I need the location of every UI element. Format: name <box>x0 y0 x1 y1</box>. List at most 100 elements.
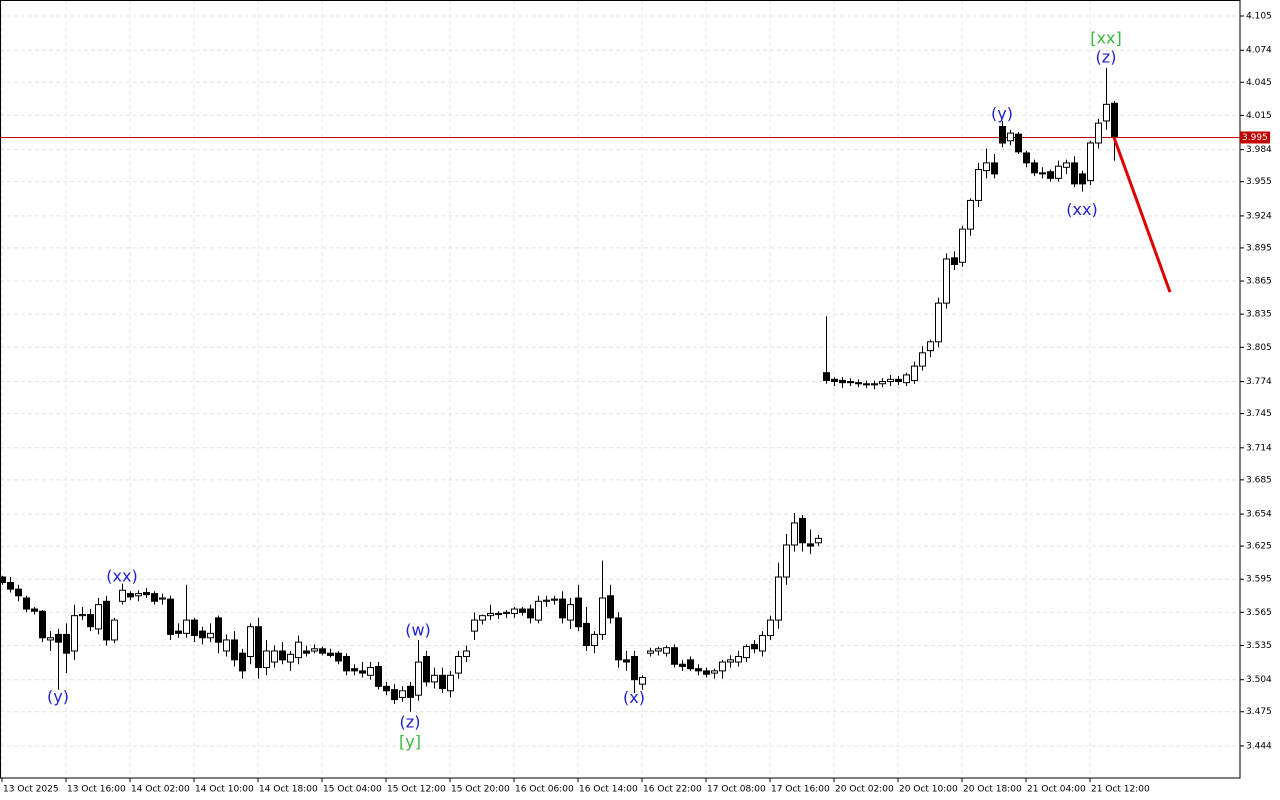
candle-body <box>527 608 534 619</box>
wave-label: (z) <box>400 712 421 731</box>
candle-body <box>767 619 774 637</box>
candle-body <box>79 614 86 617</box>
candle-body <box>1039 172 1046 175</box>
candle-body <box>847 381 854 384</box>
candle-body <box>215 617 222 643</box>
candle-body <box>975 169 982 201</box>
candle-body <box>543 599 550 602</box>
candle-body <box>1103 103 1110 122</box>
y-tick-label: 3.625 <box>1246 542 1272 552</box>
candle-body <box>1071 162 1078 185</box>
candle-body <box>623 659 630 663</box>
candle-body <box>583 622 590 646</box>
candle-body <box>959 228 966 263</box>
candle-body <box>991 162 998 175</box>
x-tick-label: 13 Oct 2025 <box>3 785 59 795</box>
wave-label: [y] <box>399 732 421 751</box>
candle-body <box>615 617 622 661</box>
candle-body <box>807 543 814 547</box>
wave-label: (z) <box>1096 47 1117 66</box>
candle-body <box>431 674 438 683</box>
candle-body <box>967 199 974 230</box>
candle-body <box>671 647 678 665</box>
candle-body <box>359 670 366 674</box>
wave-label: (xx) <box>1066 200 1097 219</box>
y-tick-label: 4.015 <box>1246 111 1272 121</box>
x-tick-label: 16 Oct 14:00 <box>579 785 638 795</box>
candle-body <box>1095 122 1102 144</box>
candle-body <box>1079 173 1086 185</box>
candle-body <box>183 619 190 634</box>
candle-body <box>855 382 862 385</box>
candle-body <box>223 639 230 652</box>
candle-body <box>247 626 254 658</box>
candle-body <box>95 604 102 630</box>
candle-body <box>703 670 710 675</box>
candle-body <box>799 517 806 544</box>
candle-body <box>655 648 662 652</box>
y-tick-label: 3.865 <box>1246 277 1272 287</box>
y-tick-label: 3.895 <box>1246 243 1272 253</box>
wave-label: (xx) <box>106 567 137 586</box>
candle-body <box>167 598 174 635</box>
candle-body <box>1055 165 1062 179</box>
candle-body <box>55 633 62 643</box>
wave-label: (w) <box>405 621 431 640</box>
candle-body <box>447 674 454 692</box>
candle-body <box>759 635 766 652</box>
candle-body <box>815 537 822 544</box>
y-tick-label: 3.475 <box>1246 707 1272 717</box>
y-tick-label: 3.714 <box>1246 443 1272 453</box>
candle-body <box>983 162 990 172</box>
current-price-tag <box>1240 131 1270 144</box>
candle-body <box>511 608 518 614</box>
x-tick-label: 21 Oct 04:00 <box>1027 785 1086 795</box>
candle-body <box>127 593 134 598</box>
candle-body <box>791 522 798 546</box>
y-tick-label: 3.444 <box>1246 741 1272 751</box>
x-tick-label: 14 Oct 18:00 <box>259 785 318 795</box>
candle-body <box>567 604 574 621</box>
current-price-label: 3.995 <box>1242 133 1268 143</box>
candle-body <box>1023 152 1030 164</box>
x-tick-label: 15 Oct 12:00 <box>387 785 446 795</box>
candle-body <box>111 619 118 641</box>
candle-body <box>887 378 894 383</box>
candle-body <box>1087 142 1094 182</box>
candle-body <box>159 597 166 600</box>
wave-label: [xx] <box>1090 29 1121 48</box>
candle-body <box>191 619 198 637</box>
candle-body <box>927 341 934 352</box>
y-tick-label: 3.504 <box>1246 675 1272 685</box>
candle-body <box>295 641 302 659</box>
candle-body <box>559 598 566 619</box>
candle-body <box>519 608 526 613</box>
candle-body <box>935 302 942 343</box>
candle-body <box>727 659 734 663</box>
y-tick-label: 3.774 <box>1246 377 1272 387</box>
candle-body <box>695 668 702 672</box>
candle-body <box>599 597 606 635</box>
x-tick-label: 14 Oct 10:00 <box>195 785 254 795</box>
candle-body <box>591 633 598 646</box>
candle-body <box>119 589 126 602</box>
candle-body <box>607 595 614 619</box>
x-tick-label: 17 Oct 16:00 <box>771 785 830 795</box>
y-tick-label: 3.955 <box>1246 177 1272 187</box>
candle-body <box>863 383 870 386</box>
candle-body <box>471 619 478 632</box>
x-tick-label: 15 Oct 04:00 <box>323 785 382 795</box>
candle-body <box>839 379 846 384</box>
wave-label: (y) <box>991 104 1013 123</box>
candle-body <box>103 600 110 641</box>
candle-body <box>1031 162 1038 174</box>
forecast-line <box>1112 136 1172 293</box>
x-tick-label: 20 Oct 10:00 <box>899 785 958 795</box>
candle-body <box>23 597 30 610</box>
candle-body <box>71 615 78 652</box>
candle-body <box>327 652 334 656</box>
y-tick-label: 3.835 <box>1246 310 1272 320</box>
candle-body <box>319 648 326 654</box>
candle-body <box>711 670 718 674</box>
candle-body <box>63 633 70 654</box>
